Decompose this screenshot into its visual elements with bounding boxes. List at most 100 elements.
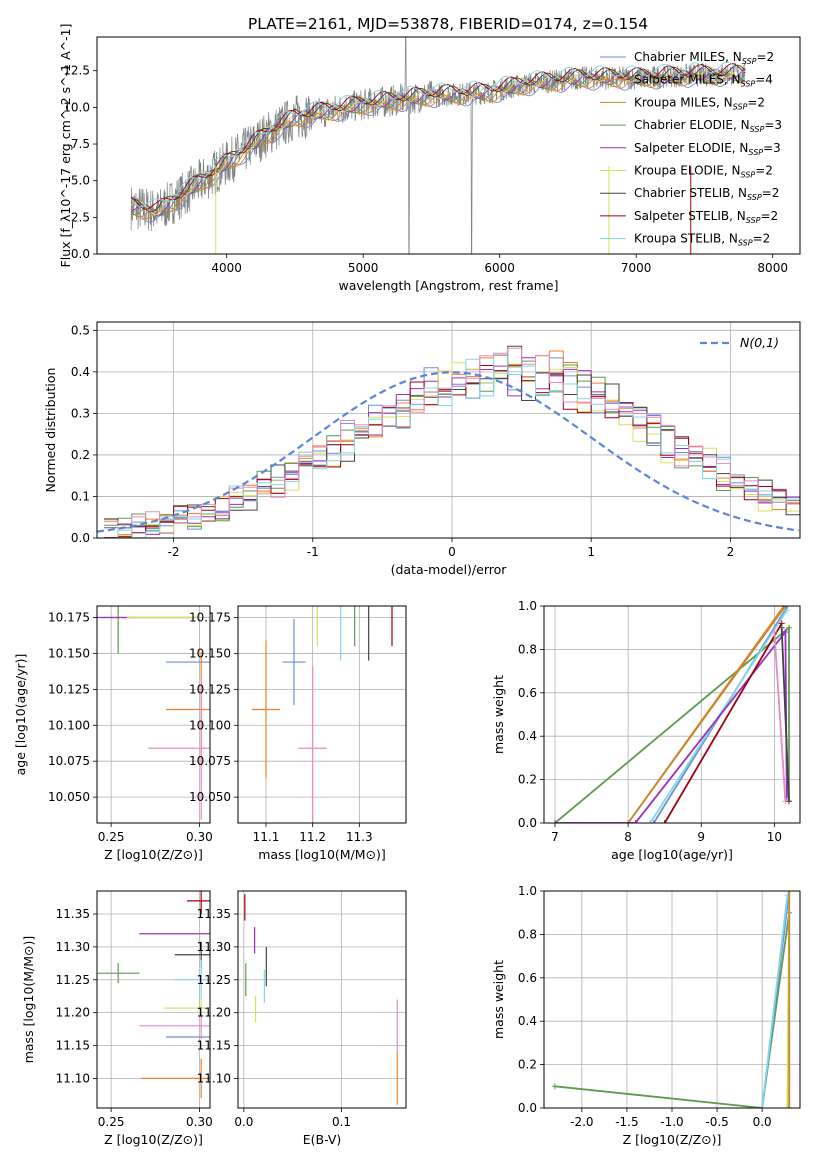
x-tick-label: 11.3 <box>346 830 373 844</box>
errorbar-point <box>187 891 210 915</box>
y-axis-label: Normed distribution <box>43 368 58 493</box>
y-tick-label: 10.075 <box>189 754 231 768</box>
plus-marker <box>784 606 791 609</box>
x-tick-label: 11.2 <box>299 830 326 844</box>
spectrum-axes: 4000 5000 6000 7000 8000 0.0 2.5 5.0 7.5 10.0 12.5… <box>58 24 801 293</box>
axes-frame <box>96 36 801 255</box>
y-tick-label: 10.050 <box>189 790 231 804</box>
plus-marker <box>661 820 668 823</box>
plus-marker <box>783 607 790 614</box>
y-tick-label: 11.35 <box>197 907 231 921</box>
y-tick-label: 11.15 <box>56 1039 90 1053</box>
age-vs-mass-points <box>252 606 393 823</box>
legend-entry: Kroupa MILES, NSSP=2 <box>634 95 765 111</box>
y-tick-label: 11.15 <box>197 1039 231 1053</box>
spectrum-model-line <box>130 73 746 221</box>
y-tick-label: 10.150 <box>48 646 90 660</box>
age-vs-Z-axes: 0.25 0.30 10.050 10.075 10.100 10.125 10.150 10… <box>13 605 213 862</box>
mass-vs-Z-axes: 0.25 0.30 11.10 11.15 11.20 11.25 11.30 11.35 Z … <box>21 890 213 1147</box>
x-axis-label: E(B-V) <box>303 1132 342 1147</box>
massweight-line <box>627 606 787 823</box>
y-tick-label: 11.30 <box>197 940 231 954</box>
errorbar-point <box>174 960 210 1000</box>
legend-entry: Kroupa STELIB, NSSP=2 <box>634 232 770 248</box>
y-tick-label: 0.4 <box>518 729 537 743</box>
y-tick-label: 10.150 <box>189 646 231 660</box>
y-tick-label: 11.20 <box>197 1006 231 1020</box>
massweight-line <box>761 895 789 1108</box>
x-tick-label: -1.5 <box>615 1115 638 1129</box>
plus-marker <box>650 820 657 823</box>
plus-marker <box>786 798 793 805</box>
y-tick-label: 0.2 <box>71 448 90 462</box>
normal-curve <box>97 371 799 533</box>
x-tick-label: 0 <box>448 545 456 559</box>
y-tick-label: 0.0 <box>71 531 90 545</box>
y-tick-label: 11.25 <box>56 973 90 987</box>
y-tick-label: 0.6 <box>518 971 537 985</box>
x-tick-label: 0.0 <box>234 1115 253 1129</box>
x-tick-label: 0.30 <box>186 1115 213 1129</box>
spectrum-model-line <box>130 63 746 210</box>
x-tick-label: 11.1 <box>253 830 280 844</box>
errorbar-point <box>298 666 327 823</box>
legend-entry: Chabrier MILES, NSSP=2 <box>634 50 774 66</box>
spectrum-model-line <box>130 70 746 216</box>
x-tick-label: 1 <box>587 545 595 559</box>
y-axis-label: mass weight <box>491 960 506 1039</box>
histogram-step-line <box>104 354 800 538</box>
legend-entry: Kroupa ELODIE, NSSP=2 <box>634 164 773 180</box>
y-tick-label: 12.5 <box>63 64 90 78</box>
axes-frame <box>96 890 211 1109</box>
errorbar-point <box>97 963 140 984</box>
mass-vs-EBV-axes: 0.0 0.1 11.10 11.15 11.20 11.25 11.30 11.35 E(B-… <box>197 890 407 1147</box>
plus-marker <box>625 820 632 823</box>
y-tick-label: 0.0 <box>518 816 537 830</box>
x-tick-label: 8 <box>624 830 632 844</box>
x-tick-label: 0.1 <box>332 1115 351 1129</box>
y-axis-label: mass [log10(M/M⊙)] <box>21 936 36 1064</box>
x-tick-label: 0.25 <box>98 830 125 844</box>
massweight-vs-age-axes: 7 8 9 10 0.0 0.2 0.4 0.6 0.8 1.0 age [log10(age/yr… <box>491 599 801 862</box>
y-tick-label: 0.5 <box>71 323 90 337</box>
legend-entry: Salpeter STELIB, NSSP=2 <box>634 209 778 225</box>
plus-marker <box>778 624 785 631</box>
x-tick-label: -0.5 <box>705 1115 728 1129</box>
y-tick-label: 1.0 <box>518 884 537 898</box>
axes-frame <box>543 605 801 824</box>
legend-entry: Chabrier ELODIE, NSSP=3 <box>634 118 782 134</box>
massweight-vs-age-lines <box>551 606 793 823</box>
y-tick-label: 0.8 <box>518 927 537 941</box>
y-tick-label: 11.25 <box>197 973 231 987</box>
y-tick-label: 10.100 <box>48 718 90 732</box>
y-tick-label: 1.0 <box>518 599 537 613</box>
x-axis-label: Z [log10(Z/Z⊙)] <box>623 1132 722 1147</box>
y-tick-label: 0.6 <box>518 686 537 700</box>
plus-marker <box>786 624 793 631</box>
x-tick-label: 7 <box>551 830 559 844</box>
y-tick-label: 11.35 <box>56 907 90 921</box>
y-axis-label: age [log10(age/yr)] <box>13 654 28 776</box>
x-axis-label: wavelength [Angstrom, rest frame] <box>338 278 558 293</box>
axes-frame <box>237 890 407 1109</box>
y-tick-label: 11.10 <box>197 1071 231 1085</box>
x-tick-label: -1.0 <box>660 1115 683 1129</box>
x-tick-label: -1 <box>307 545 319 559</box>
axes-frame <box>543 890 801 1109</box>
spectrum-model-line <box>130 64 746 213</box>
x-axis-label: Z [log10(Z/Z⊙)] <box>104 1132 203 1147</box>
y-tick-label: 0.1 <box>71 489 90 503</box>
y-tick-label: 0.2 <box>518 773 537 787</box>
massweight-line <box>663 622 783 823</box>
figure-title: PLATE=2161, MJD=53878, FIBERID=0174, z=0… <box>248 15 648 33</box>
x-tick-label: 10 <box>767 830 782 844</box>
plus-marker <box>632 820 639 823</box>
x-axis-label: mass [log10(M/M⊙)] <box>258 847 386 862</box>
y-tick-label: 0.4 <box>71 365 90 379</box>
y-tick-label: 10.0 <box>63 100 90 114</box>
age-vs-mass-axes: 11.1 11.2 11.3 10.050 10.075 10.100 10.125 10.1… <box>189 605 407 862</box>
x-tick-label: 0.0 <box>753 1115 772 1129</box>
y-tick-label: 10.125 <box>48 682 90 696</box>
x-tick-label: 2 <box>727 545 735 559</box>
x-tick-label: 5000 <box>348 261 379 275</box>
